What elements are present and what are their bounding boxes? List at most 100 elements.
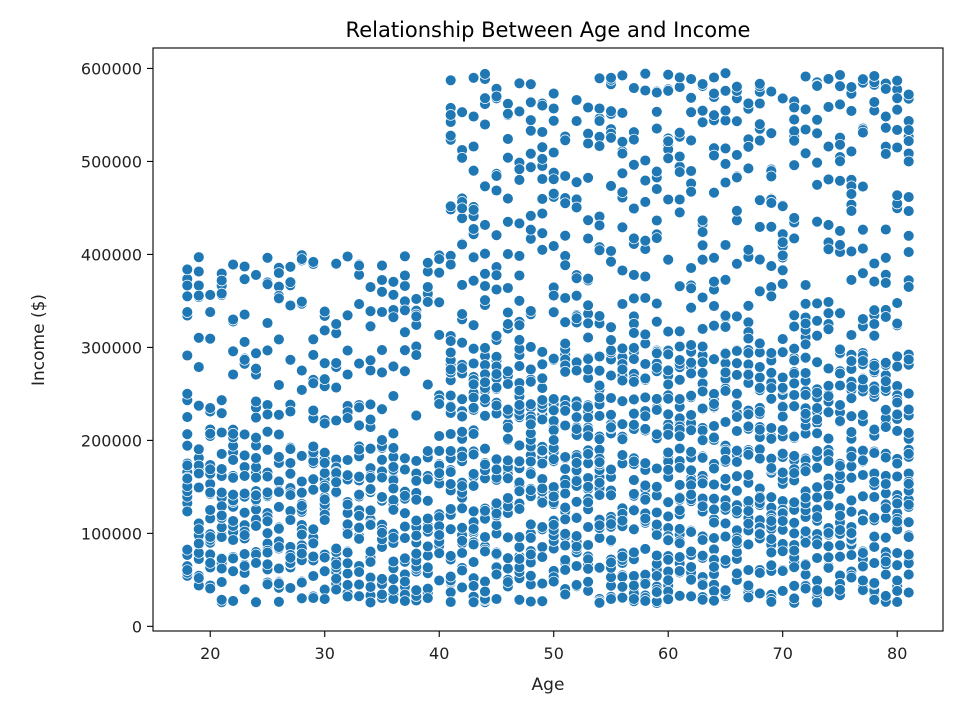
- data-point: [891, 470, 903, 483]
- data-point: [754, 337, 766, 350]
- data-point: [845, 460, 858, 473]
- data-point: [353, 488, 365, 501]
- data-point: [662, 574, 674, 586]
- data-point: [662, 593, 674, 605]
- data-point: [227, 534, 239, 546]
- data-point: [467, 428, 480, 440]
- data-point: [456, 564, 468, 577]
- data-point: [364, 504, 377, 517]
- data-point: [513, 399, 526, 411]
- data-point: [605, 132, 617, 144]
- data-point: [444, 428, 457, 440]
- data-point: [880, 277, 892, 289]
- data-point: [307, 440, 320, 453]
- data-point: [628, 376, 640, 388]
- data-point: [422, 512, 434, 525]
- data-point: [788, 450, 800, 462]
- data-point: [467, 538, 480, 551]
- data-point: [513, 250, 526, 262]
- data-point: [330, 414, 342, 427]
- data-point: [880, 357, 892, 369]
- data-point: [857, 490, 869, 503]
- data-point: [880, 122, 892, 134]
- data-point: [364, 398, 377, 411]
- data-point: [754, 253, 766, 266]
- data-point: [284, 582, 297, 594]
- data-point: [490, 283, 503, 296]
- data-point: [284, 467, 297, 480]
- data-point: [204, 402, 216, 414]
- data-point: [376, 471, 388, 484]
- data-point: [845, 188, 858, 200]
- data-point: [788, 320, 800, 333]
- data-point: [547, 87, 560, 100]
- data-point: [673, 523, 686, 535]
- data-point: [719, 454, 732, 466]
- data-point: [261, 558, 274, 571]
- data-point: [399, 365, 411, 377]
- data-point: [582, 232, 594, 245]
- data-point: [525, 223, 537, 236]
- data-point: [456, 547, 468, 559]
- data-point: [456, 362, 468, 374]
- data-point: [811, 538, 823, 551]
- data-point: [215, 576, 228, 588]
- data-point: [227, 565, 239, 577]
- data-point: [754, 97, 766, 110]
- data-point: [536, 99, 549, 112]
- data-point: [742, 408, 755, 421]
- data-point: [673, 166, 686, 178]
- data-point: [605, 344, 617, 357]
- data-point: [433, 430, 445, 442]
- axes: [152, 47, 944, 632]
- x-tick-label: 80: [887, 644, 907, 663]
- data-point: [410, 409, 423, 422]
- data-point: [742, 448, 755, 461]
- data-point: [318, 467, 331, 479]
- data-point: [193, 332, 205, 344]
- data-point: [456, 212, 468, 224]
- data-point: [834, 524, 846, 536]
- data-point: [696, 340, 709, 353]
- data-point: [444, 109, 457, 121]
- data-point: [559, 337, 571, 350]
- y-tick-label: 200000: [81, 431, 142, 450]
- data-point: [605, 556, 617, 569]
- data-point: [605, 321, 617, 333]
- data-point: [261, 515, 274, 527]
- data-point: [639, 358, 652, 370]
- data-point: [536, 227, 549, 239]
- data-point: [467, 505, 480, 518]
- data-point: [719, 530, 732, 543]
- data-point: [490, 399, 503, 412]
- data-point: [708, 252, 720, 264]
- data-point: [341, 412, 354, 424]
- data-point: [204, 582, 216, 595]
- data-point: [422, 540, 434, 553]
- data-point: [261, 486, 274, 499]
- data-point: [467, 342, 480, 355]
- data-point: [857, 469, 869, 481]
- data-point: [605, 463, 617, 476]
- data-point: [353, 298, 365, 310]
- data-point: [570, 411, 583, 423]
- data-point: [387, 555, 400, 568]
- data-point: [525, 210, 537, 222]
- data-point: [479, 68, 491, 80]
- data-point: [296, 486, 308, 499]
- data-point: [765, 347, 778, 359]
- data-point: [662, 428, 674, 441]
- data-point: [238, 470, 251, 482]
- data-point: [479, 376, 491, 389]
- data-point: [834, 550, 846, 563]
- data-point: [387, 504, 400, 516]
- data-point: [181, 505, 194, 518]
- data-point: [399, 304, 411, 317]
- data-point: [811, 329, 823, 342]
- data-point: [193, 443, 205, 456]
- data-point: [822, 585, 835, 598]
- data-point: [731, 411, 743, 423]
- data-point: [250, 411, 262, 424]
- data-point: [422, 257, 434, 269]
- data-point: [547, 187, 560, 200]
